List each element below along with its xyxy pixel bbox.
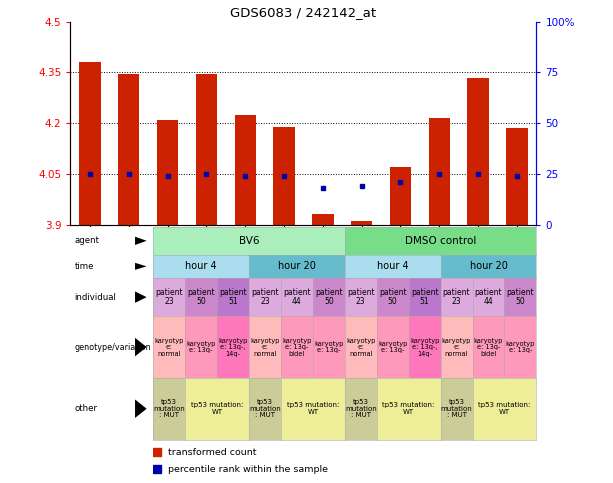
Bar	[351, 221, 372, 225]
Text: individual: individual	[75, 293, 116, 302]
Bar	[428, 118, 450, 225]
Title: GDS6083 / 242142_at: GDS6083 / 242142_at	[230, 6, 376, 19]
Text: hour 4: hour 4	[377, 261, 408, 271]
Text: time: time	[75, 262, 94, 271]
Text: hour 20: hour 20	[470, 261, 508, 271]
Text: patient
23: patient 23	[251, 288, 279, 307]
Text: karyotyp
e: 13q-: karyotyp e: 13q-	[186, 341, 216, 354]
Text: patient
50: patient 50	[315, 288, 343, 307]
Bar	[118, 74, 139, 225]
Bar	[196, 74, 217, 225]
Text: karyotyp
e: 13q-: karyotyp e: 13q-	[506, 341, 535, 354]
Text: patient
50: patient 50	[506, 288, 534, 307]
Text: agent: agent	[75, 236, 100, 245]
Text: patient
44: patient 44	[283, 288, 311, 307]
Text: tp53
mutation
: MUT: tp53 mutation : MUT	[249, 399, 281, 418]
Text: other: other	[75, 404, 97, 413]
Text: karyotyp
e: 13q-
bidel: karyotyp e: 13q- bidel	[474, 338, 503, 356]
Text: transformed count: transformed count	[168, 448, 256, 456]
Text: patient
23: patient 23	[443, 288, 470, 307]
Bar	[468, 77, 489, 225]
Text: patient
23: patient 23	[156, 288, 183, 307]
Text: BV6: BV6	[239, 236, 259, 246]
Bar	[157, 120, 178, 225]
Text: karyotyp
e: 13q-: karyotyp e: 13q-	[378, 341, 408, 354]
Text: patient
50: patient 50	[188, 288, 215, 307]
Text: tp53 mutation:
WT: tp53 mutation: WT	[191, 402, 243, 415]
Bar	[235, 114, 256, 225]
Text: karyotyp
e: 13q-,
14q-: karyotyp e: 13q-, 14q-	[218, 338, 248, 356]
Text: tp53
mutation
: MUT: tp53 mutation : MUT	[441, 399, 473, 418]
Text: patient
51: patient 51	[219, 288, 247, 307]
Text: DMSO control: DMSO control	[405, 236, 476, 246]
Text: genotype/variation: genotype/variation	[75, 342, 151, 352]
Text: hour 20: hour 20	[278, 261, 316, 271]
Text: karyotyp
e:
normal: karyotyp e: normal	[442, 338, 471, 356]
Polygon shape	[135, 237, 147, 245]
Polygon shape	[135, 338, 147, 356]
Bar	[79, 62, 101, 225]
Bar	[273, 127, 295, 225]
Polygon shape	[135, 291, 147, 303]
Text: tp53
mutation
: MUT: tp53 mutation : MUT	[345, 399, 376, 418]
Text: tp53 mutation:
WT: tp53 mutation: WT	[383, 402, 435, 415]
Text: patient
50: patient 50	[379, 288, 406, 307]
Text: karyotyp
e: 13q-
bidel: karyotyp e: 13q- bidel	[282, 338, 311, 356]
Text: tp53
mutation
: MUT: tp53 mutation : MUT	[153, 399, 185, 418]
Text: hour 4: hour 4	[185, 261, 217, 271]
Bar	[390, 167, 411, 225]
Polygon shape	[135, 399, 147, 418]
Text: karyotyp
e:
normal: karyotyp e: normal	[346, 338, 376, 356]
Text: tp53 mutation:
WT: tp53 mutation: WT	[287, 402, 339, 415]
Text: karyotyp
e:
normal: karyotyp e: normal	[154, 338, 184, 356]
Text: patient
23: patient 23	[347, 288, 375, 307]
Text: karyotyp
e:
normal: karyotyp e: normal	[250, 338, 280, 356]
Text: karyotyp
e: 13q-: karyotyp e: 13q-	[314, 341, 343, 354]
Text: percentile rank within the sample: percentile rank within the sample	[168, 465, 328, 474]
Polygon shape	[135, 263, 147, 270]
Text: tp53 mutation:
WT: tp53 mutation: WT	[478, 402, 531, 415]
Text: patient
51: patient 51	[411, 288, 438, 307]
Text: karyotyp
e: 13q-,
14q-: karyotyp e: 13q-, 14q-	[410, 338, 440, 356]
Bar	[506, 128, 528, 225]
Text: patient
44: patient 44	[474, 288, 502, 307]
Bar	[312, 214, 333, 225]
